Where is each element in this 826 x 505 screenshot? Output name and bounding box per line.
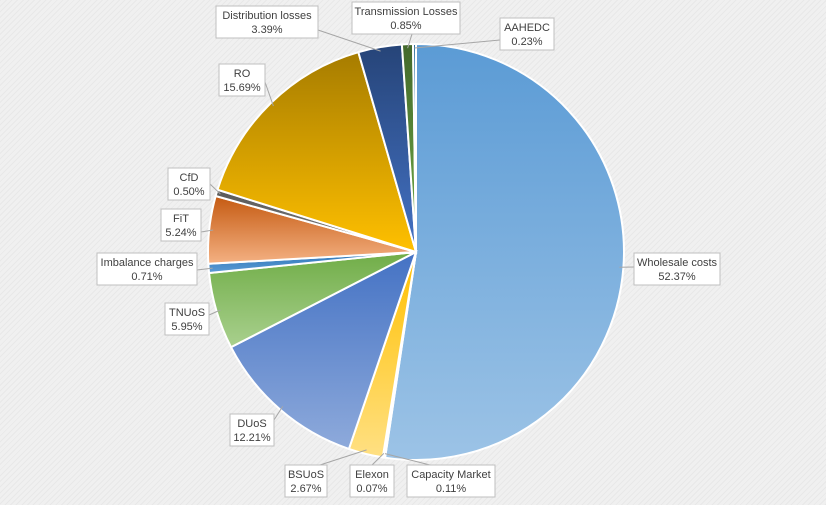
data-label-box xyxy=(164,302,210,336)
data-label-aahedc: AAHEDC 0.23% xyxy=(499,17,555,51)
slice-name-label: Elexon xyxy=(355,469,389,481)
slice-name-label: BSUoS xyxy=(288,469,324,481)
data-label-box xyxy=(349,464,395,498)
slice-name-label: RO xyxy=(234,68,251,80)
slice-ro xyxy=(216,50,418,254)
slice-aahedc xyxy=(411,42,417,253)
data-label-bsuos: BSUoS 2.67% xyxy=(284,464,328,498)
slice-name-label: Wholesale costs xyxy=(637,257,718,269)
slice-value-label: 12.21% xyxy=(233,432,271,444)
slice-value-label: 0.07% xyxy=(356,483,387,495)
leader-line-duos xyxy=(273,406,284,421)
leader-line-aahedc xyxy=(414,39,501,49)
data-labels: Wholesale costs 52.37% Capacity Market 0.11… xyxy=(96,1,721,498)
leader-line-fit xyxy=(200,229,214,233)
leader-line-ro xyxy=(264,81,274,107)
slice-duos xyxy=(229,249,418,451)
data-label-elexon: Elexon 0.07% xyxy=(349,464,395,498)
data-label-box xyxy=(633,252,721,286)
data-label-cfd: CfD 0.50% xyxy=(167,167,211,201)
slice-value-label: 0.85% xyxy=(390,20,421,32)
leader-line-distribution-losses xyxy=(317,29,381,52)
slice-name-label: DUoS xyxy=(237,418,266,430)
data-label-tnuos: TNUoS 5.95% xyxy=(164,302,210,336)
leader-line-transmission-losses xyxy=(407,33,413,49)
data-label-box xyxy=(351,1,461,35)
slice-name-label: Capacity Market xyxy=(411,469,490,481)
slice-name-label: TNUoS xyxy=(169,307,205,319)
data-label-box xyxy=(160,208,202,242)
slice-name-label: CfD xyxy=(180,172,199,184)
slice-value-label: 3.39% xyxy=(251,24,282,36)
slice-value-label: 0.71% xyxy=(131,271,162,283)
leader-line-capacity-market xyxy=(384,453,431,466)
data-label-imbalance-charges: Imbalance charges 0.71% xyxy=(96,252,198,286)
data-label-fit: FiT 5.24% xyxy=(160,208,202,242)
slice-name-label: Transmission Losses xyxy=(355,6,458,18)
label-leader-lines xyxy=(196,29,635,466)
data-label-box xyxy=(215,5,319,39)
leader-line-imbalance-charges xyxy=(196,267,213,271)
data-label-box xyxy=(406,464,496,498)
slice-value-label: 2.67% xyxy=(290,483,321,495)
data-label-box xyxy=(284,464,328,498)
data-label-wholesale-costs: Wholesale costs 52.37% xyxy=(633,252,721,286)
slice-value-label: 0.23% xyxy=(511,36,542,48)
slice-name-label: Distribution losses xyxy=(222,10,312,22)
data-label-box xyxy=(499,17,555,51)
slice-value-label: 5.24% xyxy=(165,227,196,239)
leader-line-bsuos xyxy=(319,449,367,466)
leader-line-elexon xyxy=(371,453,385,466)
data-label-distribution-losses: Distribution losses 3.39% xyxy=(215,5,319,39)
pie-slices xyxy=(206,42,625,461)
leader-line-tnuos xyxy=(208,309,221,316)
data-label-capacity-market: Capacity Market 0.11% xyxy=(406,464,496,498)
data-label-box xyxy=(229,413,275,447)
data-label-transmission-losses: Transmission Losses 0.85% xyxy=(351,1,461,35)
slice-name-label: Imbalance charges xyxy=(101,257,194,269)
leader-line-cfd xyxy=(209,183,221,195)
slice-wholesale-costs xyxy=(383,42,625,461)
data-label-box xyxy=(96,252,198,286)
slice-value-label: 0.50% xyxy=(173,186,204,198)
slice-value-label: 52.37% xyxy=(658,271,696,283)
data-label-box xyxy=(218,63,266,97)
slice-name-label: FiT xyxy=(173,213,189,225)
slice-value-label: 5.95% xyxy=(171,321,202,333)
data-label-duos: DUoS 12.21% xyxy=(229,413,275,447)
data-label-box xyxy=(167,167,211,201)
slice-value-label: 15.69% xyxy=(223,82,261,94)
slice-value-label: 0.11% xyxy=(436,483,467,495)
slice-name-label: AAHEDC xyxy=(504,22,550,34)
data-label-ro: RO 15.69% xyxy=(218,63,266,97)
